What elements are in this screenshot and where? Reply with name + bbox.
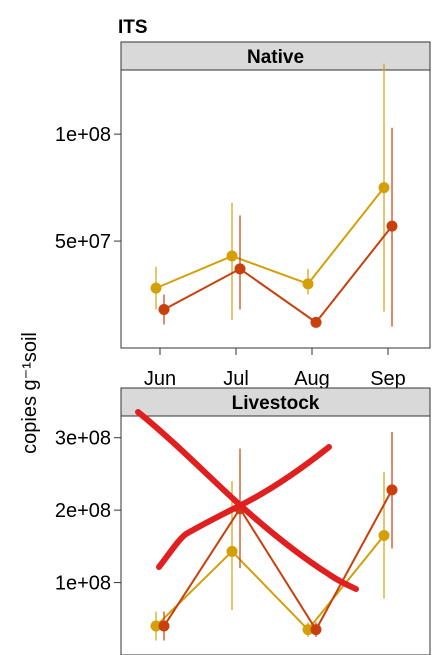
y-tick-label: 1e+08: [55, 124, 111, 146]
data-point: [234, 263, 246, 275]
y-tick-label: 3e+08: [55, 428, 111, 450]
data-point: [226, 545, 238, 557]
y-tick-label: 1e+08: [55, 573, 111, 595]
panel-native: Native 5e+07 1e+08 Jun Jul Aug Sep: [55, 41, 431, 390]
data-point: [310, 316, 322, 328]
panel-frame: [120, 69, 431, 349]
data-point: [386, 484, 398, 496]
series-line: [155, 534, 385, 632]
x-tick-label: Jun: [144, 368, 176, 390]
chart-title: ITS: [118, 17, 148, 38]
panel-livestock: Livestock 1e+08 2e+08 3e+08: [55, 387, 431, 655]
series-line: [163, 489, 393, 632]
x-tick-label: Jul: [223, 368, 249, 390]
annotation-stroke-1: [135, 409, 359, 592]
strip-header: [120, 387, 431, 417]
data-point: [226, 250, 238, 262]
y-tick-label: 5e+07: [55, 231, 111, 253]
y-axis-label: copies g⁻¹soil: [19, 332, 41, 454]
x-tick-label: Sep: [370, 368, 406, 390]
panel-frame: [120, 415, 431, 655]
strip-label: Livestock: [232, 393, 320, 414]
data-point: [158, 304, 170, 316]
data-point: [310, 624, 322, 636]
data-point: [386, 220, 398, 232]
series-line: [155, 186, 385, 290]
data-point: [150, 620, 162, 632]
data-point: [302, 278, 314, 290]
y-tick-label: 2e+08: [55, 500, 111, 522]
series-2: [158, 127, 398, 328]
x-tick-label: Aug: [294, 368, 330, 390]
red-x-annotation: [135, 409, 359, 592]
data-point: [150, 282, 162, 294]
series-1: [150, 63, 390, 321]
series-line: [163, 225, 393, 324]
strip-label: Native: [247, 47, 304, 68]
data-point: [378, 182, 390, 194]
data-point: [302, 624, 314, 636]
annotation-stroke-2: [156, 444, 332, 570]
data-point: [378, 530, 390, 541]
panels-group: Native 5e+07 1e+08 Jun Jul Aug Sep Livestock 1e+…: [55, 41, 431, 655]
data-point: [158, 620, 170, 632]
strip-header: [120, 41, 431, 71]
